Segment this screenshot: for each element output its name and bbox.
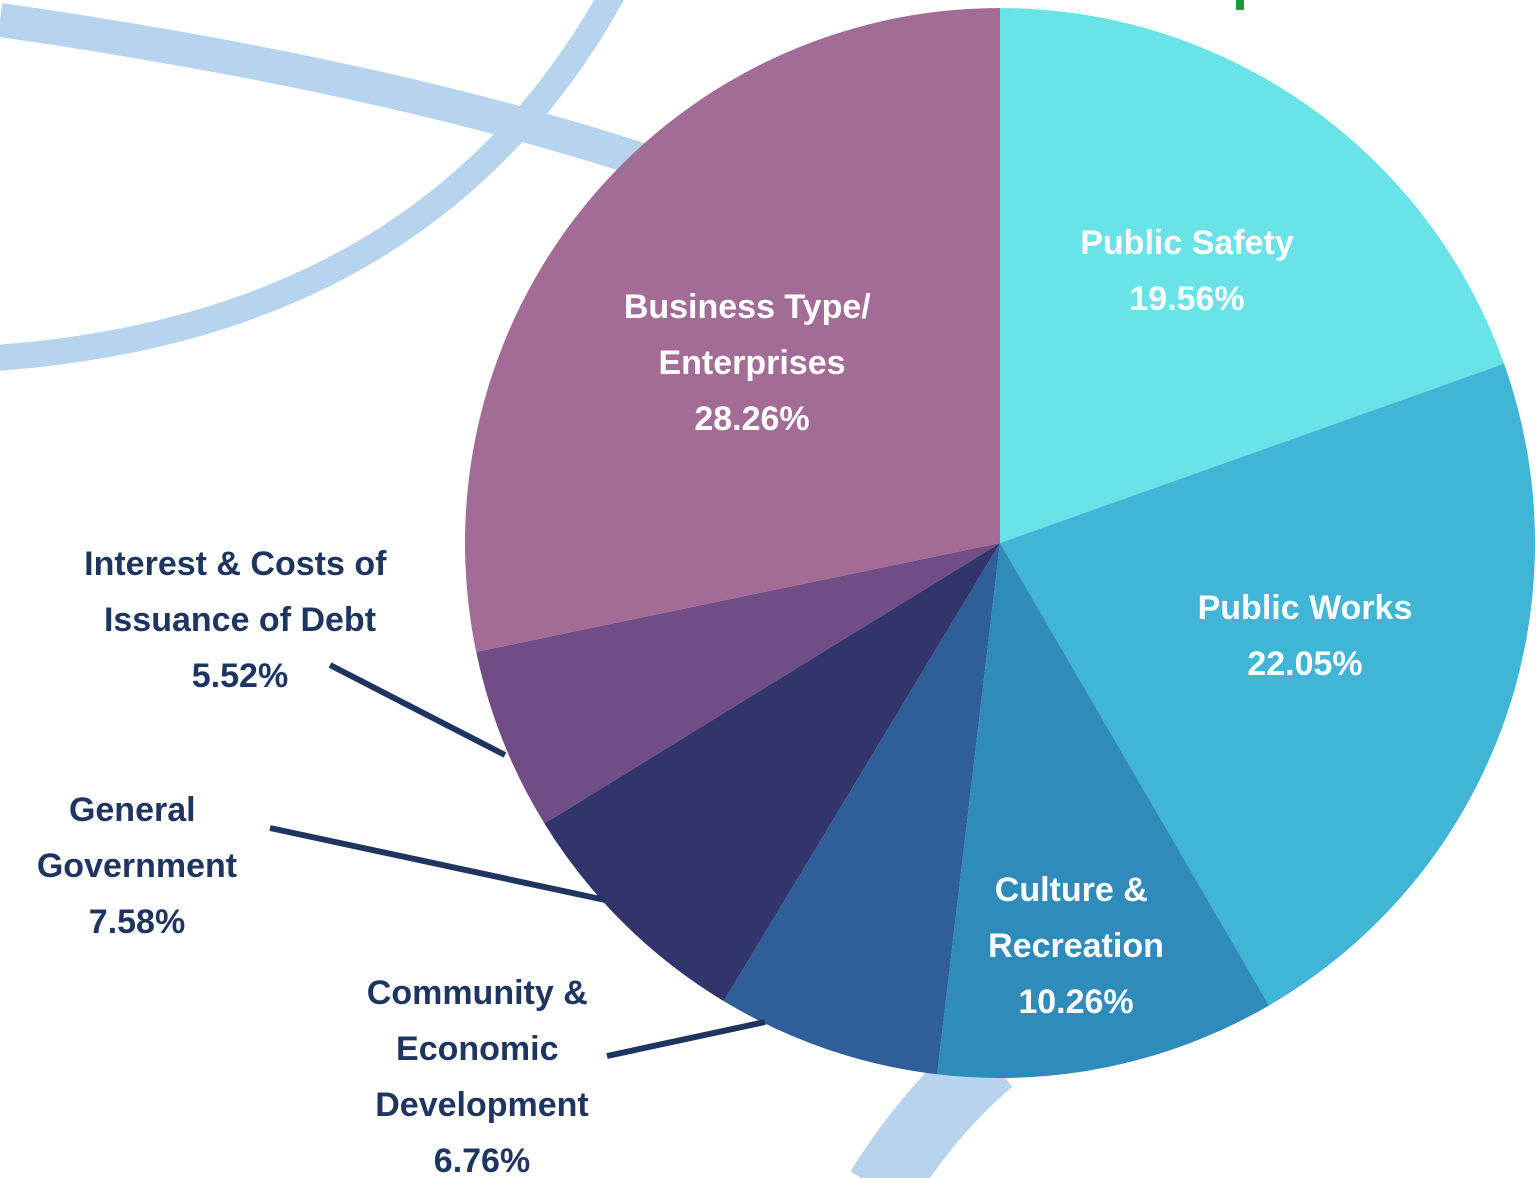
pie-slice — [1000, 363, 1535, 1006]
labels: Public Safety 19.56% Public Works 22.05% Cul… — [37, 224, 1413, 1178]
label-line: Enterprises — [658, 344, 845, 382]
slice-label: Interest & Costs of Issuance of Debt — [84, 545, 396, 639]
value-label: 6.76% — [434, 1142, 530, 1178]
slice-label: Public Works — [1198, 589, 1413, 627]
label-line: General — [69, 791, 205, 829]
pie-slice — [544, 543, 1000, 1002]
pie-slice — [464, 8, 1000, 652]
value-label: 5.52% — [192, 657, 288, 695]
value-label: 19.56% — [1129, 280, 1244, 318]
pie-slice — [723, 543, 1000, 1075]
label-line: Development — [375, 1086, 589, 1124]
label-line: Public Safety — [1080, 224, 1294, 262]
label-line: Culture & — [995, 871, 1157, 909]
slice-label: General Government — [37, 791, 237, 885]
label-line: Issuance of Debt — [104, 601, 376, 639]
slice-label: Culture & Recreation — [988, 871, 1164, 965]
decor-arc — [0, 3, 706, 197]
label-line: Public Works — [1198, 589, 1413, 627]
slice-label: Public Safety — [1080, 224, 1294, 262]
label-line: Community & — [367, 974, 597, 1012]
decor-mark — [1236, 0, 1244, 10]
label-line: Business Type/ — [624, 288, 880, 326]
label-line: Economic — [396, 1030, 568, 1068]
label-line: Government — [37, 847, 237, 885]
leader-line — [328, 662, 507, 758]
label-line: Interest & Costs of — [84, 545, 396, 583]
label-line: Recreation — [988, 927, 1164, 965]
value-label: 22.05% — [1247, 645, 1362, 683]
value-label: 7.58% — [89, 903, 185, 941]
pie-slice — [937, 543, 1270, 1078]
slice-label: Business Type/ Enterprises — [624, 288, 880, 382]
leader-line — [269, 825, 606, 903]
pie-slice — [1000, 8, 1505, 543]
slice-label: Community & Economic Development — [367, 974, 597, 1124]
decor-arc — [0, 0, 624, 371]
value-label: 10.26% — [1018, 983, 1133, 1021]
decor-arc — [850, 1033, 1013, 1178]
value-label: 28.26% — [694, 400, 809, 438]
leader-line — [606, 1019, 766, 1059]
pie-slice — [476, 543, 1001, 824]
pie — [464, 8, 1535, 1078]
